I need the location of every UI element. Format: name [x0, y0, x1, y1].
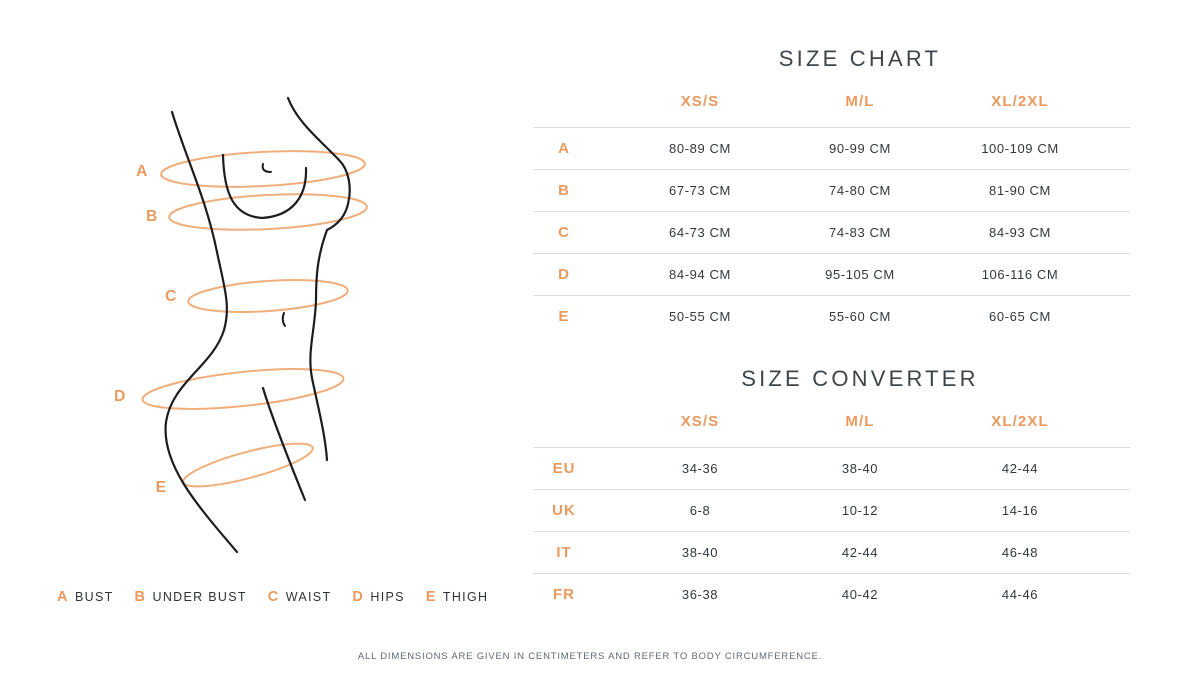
row-label: E [558, 308, 570, 325]
cell: 95-105 CM [825, 267, 895, 282]
nipple-mark [261, 163, 272, 173]
cell: 64-73 CM [669, 225, 731, 240]
figure-label-b: B [146, 208, 158, 225]
column-header-xs-s: XS/S [680, 93, 720, 110]
legend-item-bust: A BUST [57, 589, 114, 605]
legend-item-waist: C WAIST [268, 589, 332, 605]
legend-item-under-bust: B UNDER BUST [135, 589, 247, 605]
size-converter-title: SIZE CONVERTER [741, 366, 979, 391]
cell: 34-36 [681, 461, 719, 476]
body-front-contour [286, 96, 351, 462]
row-label: FR [553, 586, 575, 603]
cell: 36-38 [681, 587, 719, 602]
size-chart-header-row: XS/S M/L XL/2XL [533, 76, 1130, 127]
size-converter-header-row: XS/S M/L XL/2XL [533, 396, 1130, 447]
figure-label-d: D [114, 388, 126, 405]
cell: 6-8 [689, 503, 711, 518]
column-header-xs-s: XS/S [680, 413, 720, 430]
cell: 90-99 CM [829, 141, 891, 156]
cell: 42-44 [841, 545, 879, 560]
table-row-c: C 64-73 CM 74-83 CM 84-93 CM [533, 211, 1130, 253]
cell: 44-46 [1001, 587, 1039, 602]
legend-item-thigh: E THIGH [426, 589, 489, 605]
table-row-uk: UK 6-8 10-12 14-16 [533, 489, 1130, 531]
cell: 74-83 CM [829, 225, 891, 240]
table-row-a: A 80-89 CM 90-99 CM 100-109 CM [533, 127, 1130, 169]
table-row-e: E 50-55 CM 55-60 CM 60-65 CM [533, 295, 1130, 337]
legend-label: HIPS [370, 589, 405, 604]
figure-label-a: A [136, 163, 148, 180]
thigh-ellipse [182, 442, 314, 488]
cell: 100-109 CM [981, 141, 1059, 156]
column-header-m-l: M/L [845, 413, 875, 430]
bust-ellipse [160, 150, 366, 188]
cell: 46-48 [1001, 545, 1039, 560]
cell: 50-55 CM [669, 309, 731, 324]
table-row-fr: FR 36-38 40-42 44-46 [533, 573, 1130, 615]
size-chart-title: SIZE CHART [778, 46, 942, 71]
legend-letter: A [57, 588, 68, 605]
cell: 38-40 [681, 545, 719, 560]
table-row-it: IT 38-40 42-44 46-48 [533, 531, 1130, 573]
under-bust-ellipse [168, 193, 368, 231]
hips-ellipse [141, 368, 345, 410]
body-measurement-figure: A B C D E [0, 0, 520, 580]
legend-letter: E [425, 588, 436, 605]
row-label: C [558, 224, 570, 241]
row-label: A [558, 140, 570, 157]
legend-letter: D [352, 588, 364, 605]
measurement-legend: A BUST B UNDER BUST C WAIST D HIPS E THI… [57, 588, 488, 605]
table-row-b: B 67-73 CM 74-80 CM 81-90 CM [533, 169, 1130, 211]
legend-item-hips: D HIPS [352, 589, 404, 605]
cell: 10-12 [841, 503, 879, 518]
legend-letter: C [267, 588, 279, 605]
legend-letter: B [134, 588, 146, 605]
cell: 84-94 CM [669, 267, 731, 282]
figure-label-e: E [156, 479, 167, 496]
cell: 81-90 CM [989, 183, 1051, 198]
legend-label: THIGH [442, 589, 489, 604]
legend-label: UNDER BUST [152, 589, 247, 604]
size-chart-table: SIZE CHART XS/S M/L XL/2XL A 80-89 CM 90… [533, 44, 1130, 337]
table-row-d: D 84-94 CM 95-105 CM 106-116 CM [533, 253, 1130, 295]
column-header-m-l: M/L [845, 93, 875, 110]
cell: 84-93 CM [989, 225, 1051, 240]
waist-ellipse [187, 279, 349, 313]
cell: 80-89 CM [669, 141, 731, 156]
legend-label: WAIST [285, 589, 332, 604]
breast-curve [221, 153, 308, 220]
row-label: D [558, 266, 570, 283]
row-label: UK [552, 502, 576, 519]
cell: 14-16 [1001, 503, 1039, 518]
figure-label-c: C [165, 288, 177, 305]
body-figure-svg: A B C D E [114, 96, 368, 554]
cell: 67-73 CM [669, 183, 731, 198]
cell: 40-42 [841, 587, 879, 602]
cell: 106-116 CM [981, 267, 1059, 282]
cell: 74-80 CM [829, 183, 891, 198]
row-label: B [558, 182, 570, 199]
cell: 42-44 [1001, 461, 1039, 476]
table-row-eu: EU 34-36 38-40 42-44 [533, 447, 1130, 489]
cell: 55-60 CM [829, 309, 891, 324]
navel-mark [281, 312, 286, 327]
inner-thigh-line [261, 386, 307, 502]
body-back-contour [164, 110, 239, 554]
size-converter-table: SIZE CONVERTER XS/S M/L XL/2XL EU 34-36 … [533, 364, 1130, 615]
cell: 60-65 CM [989, 309, 1051, 324]
legend-label: BUST [74, 589, 114, 604]
row-label: EU [552, 460, 576, 477]
footer-note: ALL DIMENSIONS ARE GIVEN IN CENTIMETERS … [357, 651, 823, 662]
column-header-xl-2xl: XL/2XL [991, 93, 1049, 110]
row-label: IT [556, 544, 572, 561]
cell: 38-40 [841, 461, 879, 476]
column-header-xl-2xl: XL/2XL [991, 413, 1049, 430]
